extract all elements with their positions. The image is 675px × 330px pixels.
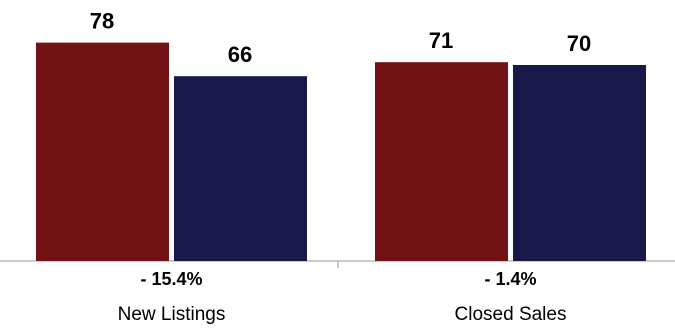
- category-label-new-listings: New Listings: [118, 304, 226, 325]
- bar-new-listings-2: [174, 76, 307, 261]
- bar-closed-sales-1: [375, 62, 508, 262]
- category-label-closed-sales: Closed Sales: [455, 304, 567, 325]
- value-label-closed-sales-1: 71: [429, 28, 453, 53]
- bar-marks: 78 66 - 15.4% New Listings 71 70 - 1.4% Closed …: [36, 9, 646, 325]
- value-label-new-listings-1: 78: [90, 9, 114, 34]
- value-label-closed-sales-2: 70: [567, 31, 591, 56]
- value-label-new-listings-2: 66: [228, 42, 252, 67]
- bar-closed-sales-2: [513, 65, 646, 261]
- change-label-closed-sales: - 1.4%: [484, 269, 536, 289]
- change-label-new-listings: - 15.4%: [140, 269, 202, 289]
- bar-new-listings-1: [36, 42, 169, 261]
